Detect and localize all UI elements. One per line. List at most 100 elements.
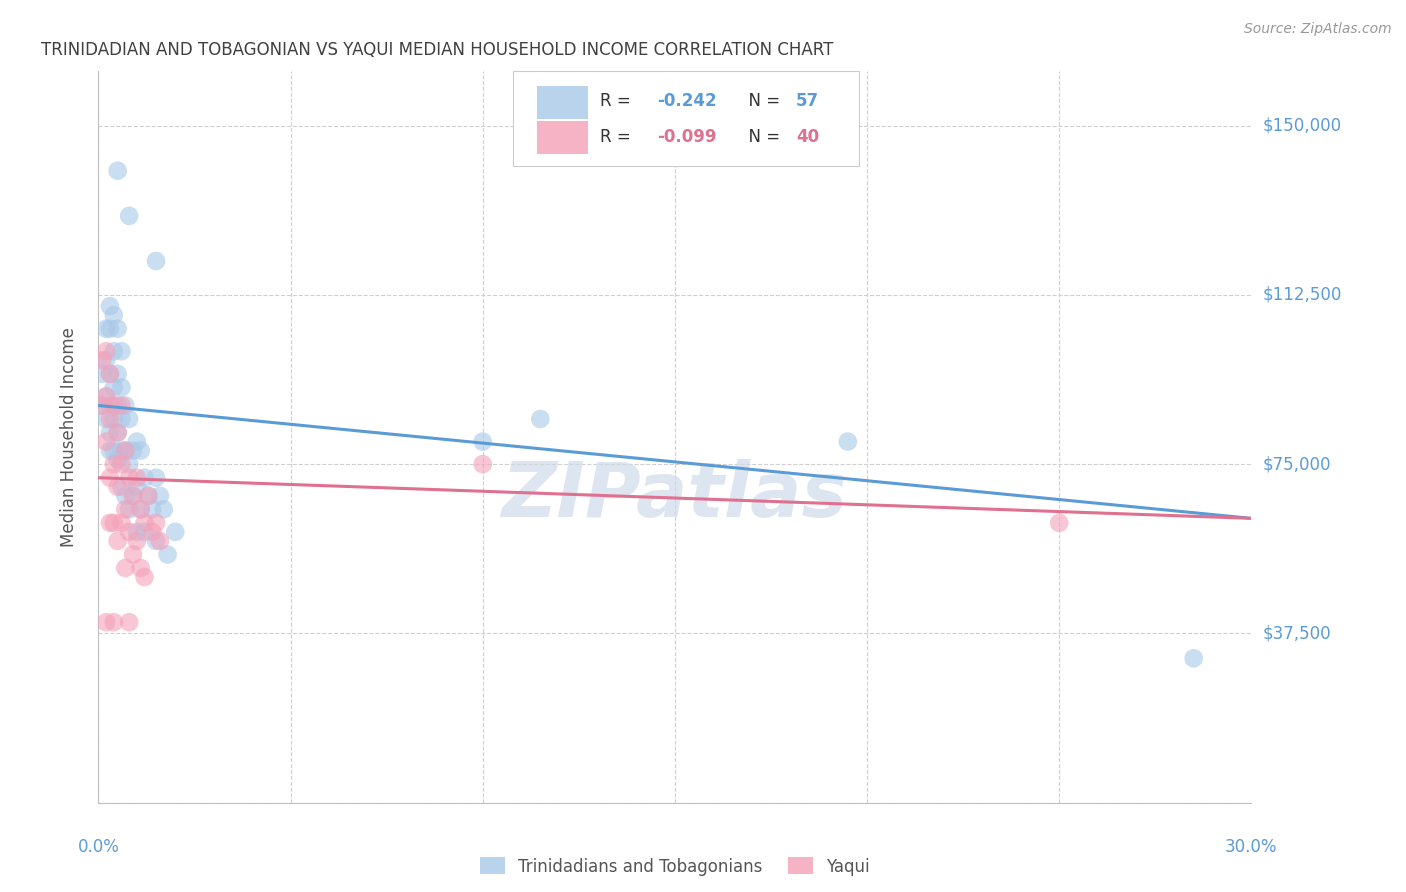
Point	[94, 412, 117, 426]
Point	[94, 322, 117, 336]
Point	[103, 457, 125, 471]
Point	[110, 380, 132, 394]
Point	[122, 489, 145, 503]
Point	[145, 254, 167, 268]
Point	[1182, 651, 1205, 665]
Point	[107, 480, 129, 494]
Point	[118, 524, 141, 539]
Point	[107, 399, 129, 413]
Point	[118, 412, 141, 426]
Point	[98, 412, 121, 426]
Point	[125, 480, 148, 494]
Point	[103, 443, 125, 458]
Point	[114, 443, 136, 458]
Point	[103, 399, 125, 413]
Point	[122, 443, 145, 458]
Point	[114, 502, 136, 516]
Point	[141, 524, 163, 539]
FancyBboxPatch shape	[513, 71, 859, 167]
Point	[145, 471, 167, 485]
Text: ZIPatlas: ZIPatlas	[502, 458, 848, 533]
Point	[110, 399, 132, 413]
Point	[94, 353, 117, 368]
Text: $75,000: $75,000	[1263, 455, 1331, 473]
Point	[103, 412, 125, 426]
Text: TRINIDADIAN AND TOBAGONIAN VS YAQUI MEDIAN HOUSEHOLD INCOME CORRELATION CHART: TRINIDADIAN AND TOBAGONIAN VS YAQUI MEDI…	[41, 41, 834, 59]
Point	[103, 308, 125, 322]
Point	[118, 471, 141, 485]
Point	[156, 548, 179, 562]
Text: -0.099: -0.099	[658, 128, 717, 146]
Point	[98, 367, 121, 381]
Point	[129, 502, 152, 516]
Point	[107, 452, 129, 467]
Text: 57: 57	[796, 93, 820, 111]
Point	[134, 516, 156, 530]
Point	[138, 489, 160, 503]
Point	[110, 457, 132, 471]
Point	[91, 399, 114, 413]
Point	[129, 561, 152, 575]
Text: R =: R =	[600, 128, 636, 146]
Bar	[537, 121, 588, 154]
Point	[114, 561, 136, 575]
Point	[1047, 516, 1070, 530]
Point	[114, 489, 136, 503]
Point	[94, 389, 117, 403]
Point	[134, 524, 156, 539]
Point	[103, 380, 125, 394]
Point	[134, 471, 156, 485]
Point	[98, 425, 121, 440]
Point	[118, 615, 141, 630]
Point	[103, 615, 125, 630]
Point	[110, 344, 132, 359]
Point	[125, 434, 148, 449]
Point	[529, 412, 551, 426]
Point	[141, 502, 163, 516]
Point	[103, 516, 125, 530]
Point	[107, 367, 129, 381]
Point	[110, 480, 132, 494]
Point	[107, 425, 129, 440]
Point	[94, 389, 117, 403]
Text: 0.0%: 0.0%	[77, 838, 120, 855]
Point	[98, 443, 121, 458]
Point	[103, 344, 125, 359]
Y-axis label: Median Household Income: Median Household Income	[59, 327, 77, 547]
Point	[125, 533, 148, 548]
Point	[91, 353, 114, 368]
Point	[98, 471, 121, 485]
Point	[114, 399, 136, 413]
Point	[129, 502, 152, 516]
Point	[110, 516, 132, 530]
Point	[107, 533, 129, 548]
Point	[145, 516, 167, 530]
Legend: Trinidadians and Tobagonians, Yaqui: Trinidadians and Tobagonians, Yaqui	[474, 851, 876, 882]
Point	[98, 367, 121, 381]
Point	[118, 502, 141, 516]
Text: -0.242: -0.242	[658, 93, 717, 111]
Point	[91, 367, 114, 381]
Point	[122, 489, 145, 503]
Point	[98, 399, 121, 413]
Text: R =: R =	[600, 93, 636, 111]
Point	[118, 457, 141, 471]
Text: 30.0%: 30.0%	[1225, 838, 1278, 855]
Point	[149, 489, 172, 503]
Point	[837, 434, 859, 449]
Point	[118, 209, 141, 223]
Point	[165, 524, 187, 539]
Point	[107, 322, 129, 336]
Point	[91, 399, 114, 413]
Point	[471, 434, 494, 449]
Point	[98, 299, 121, 313]
Bar	[537, 86, 588, 119]
Point	[471, 457, 494, 471]
Point	[107, 163, 129, 178]
Point	[107, 425, 129, 440]
Point	[138, 489, 160, 503]
Point	[134, 570, 156, 584]
Point	[114, 443, 136, 458]
Point	[149, 533, 172, 548]
Point	[98, 516, 121, 530]
